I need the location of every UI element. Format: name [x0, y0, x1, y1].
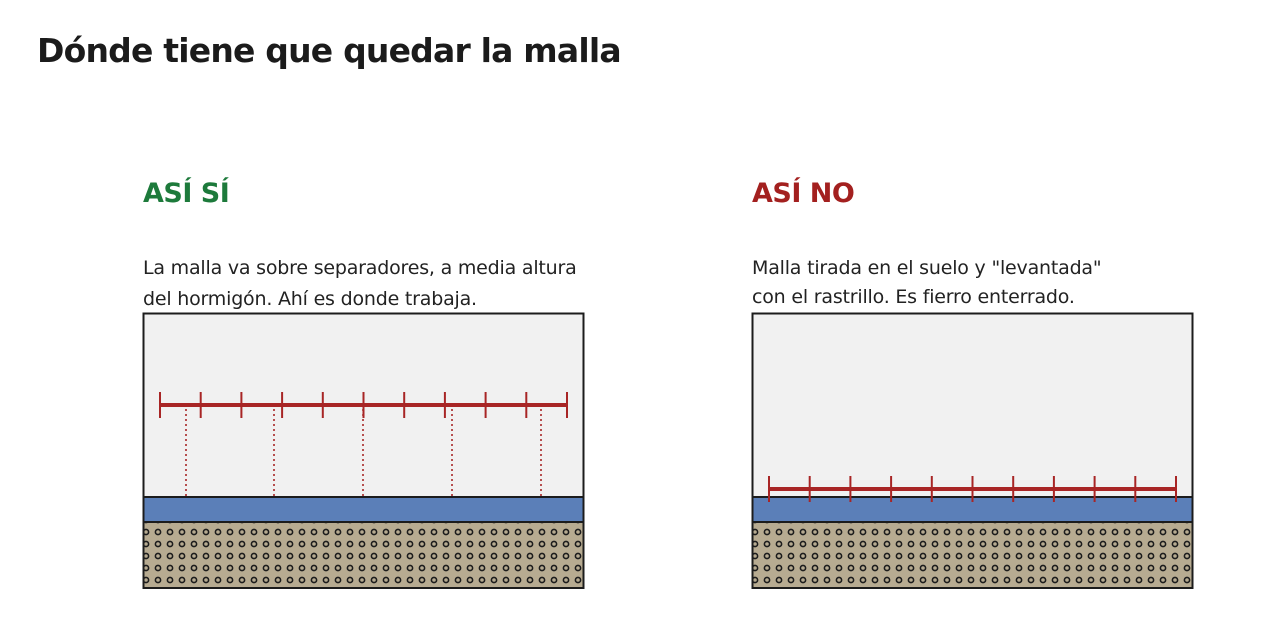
gravel-base	[142, 521, 585, 589]
bad-description-line-2: con el rastrillo. Es fierro enterrado.	[752, 286, 1075, 308]
steel-mesh	[768, 476, 1177, 502]
bad-panel-description: Malla tirada en el suelo y "levantada" c…	[752, 254, 1102, 312]
good-description-line-2: del hormigón. Ahí es donde trabaja.	[143, 288, 477, 310]
vapor-barrier	[142, 496, 585, 523]
good-slab-diagram	[142, 312, 585, 589]
concrete-slab	[751, 312, 1194, 499]
good-panel-heading: ASÍ SÍ	[143, 178, 230, 209]
bad-slab-diagram	[751, 312, 1194, 589]
bad-panel-heading: ASÍ NO	[752, 178, 855, 209]
bad-description-line-1: Malla tirada en el suelo y "levantada"	[752, 257, 1102, 279]
steel-mesh	[159, 392, 568, 418]
page-title: Dónde tiene que quedar la malla	[37, 31, 622, 70]
gravel-base	[751, 521, 1194, 589]
good-panel-description: La malla va sobre separadores, a media a…	[143, 253, 577, 315]
good-description-line-1: La malla va sobre separadores, a media a…	[143, 257, 577, 279]
